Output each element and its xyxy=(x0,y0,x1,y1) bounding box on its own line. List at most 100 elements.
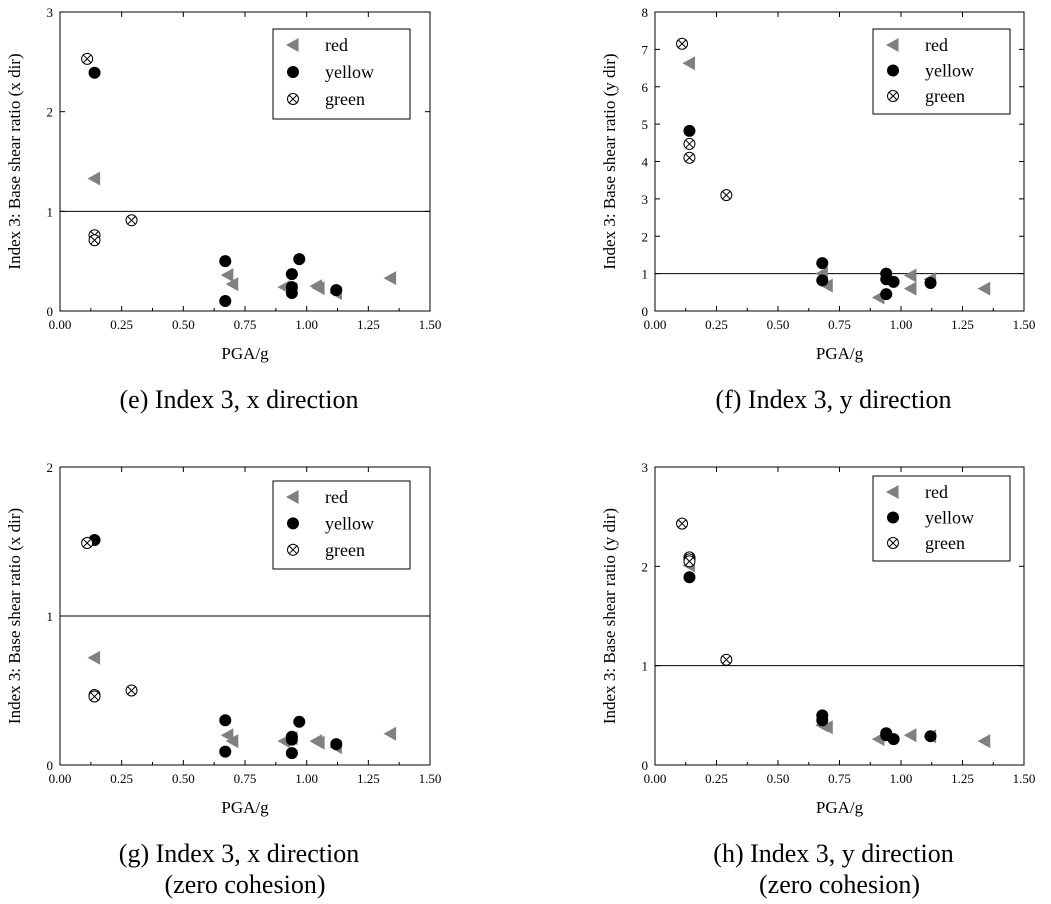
x-tick-label: 0.00 xyxy=(49,317,72,332)
y-tick-label: 7 xyxy=(642,42,649,57)
point-green xyxy=(720,189,733,202)
x-tick-label: 0.25 xyxy=(705,771,728,786)
point-yellow xyxy=(293,715,306,728)
legend-label: green xyxy=(325,540,365,560)
y-tick-label: 4 xyxy=(642,155,649,170)
marker-cross xyxy=(722,655,731,664)
x-tick-label: 0.00 xyxy=(644,317,667,332)
point-yellow xyxy=(219,745,232,758)
marker-cross xyxy=(888,91,898,101)
y-axis-label: Index 3: Base shear ratio (x dir) xyxy=(5,508,24,724)
x-tick-label: 0.50 xyxy=(767,317,790,332)
point-red xyxy=(87,650,101,665)
legend-label: yellow xyxy=(325,62,374,82)
legend-marker-red xyxy=(886,485,899,499)
marker-cross xyxy=(82,538,92,548)
x-tick-label: 1.25 xyxy=(951,317,974,332)
y-tick-label: 1 xyxy=(642,659,649,674)
x-axis-label: PGA/g xyxy=(816,798,864,817)
y-tick-label: 0 xyxy=(47,304,54,319)
marker-cross xyxy=(685,153,694,163)
marker-cross xyxy=(82,54,92,64)
point-red xyxy=(977,734,991,749)
point-red xyxy=(820,278,833,293)
point-yellow xyxy=(88,66,101,79)
point-yellow xyxy=(683,124,696,137)
point-green xyxy=(81,536,94,549)
x-tick-label: 0.75 xyxy=(234,771,257,786)
y-tick-label: 1 xyxy=(642,267,649,282)
y-tick-label: 2 xyxy=(642,229,649,244)
point-green xyxy=(676,37,689,50)
legend-label: red xyxy=(325,487,348,507)
point-yellow xyxy=(219,714,232,727)
marker-cross xyxy=(288,94,298,104)
point-red xyxy=(383,726,397,741)
y-tick-label: 8 xyxy=(642,5,649,20)
y-tick-label: 3 xyxy=(47,5,54,20)
marker-cross xyxy=(90,692,99,701)
point-yellow xyxy=(880,288,893,301)
x-tick-label: 1.50 xyxy=(1013,317,1036,332)
marker-cross xyxy=(888,538,898,548)
x-tick-label: 0.50 xyxy=(172,771,195,786)
point-red xyxy=(820,720,833,735)
y-axis-label: Index 3: Base shear ratio (y dir) xyxy=(600,53,619,269)
point-yellow xyxy=(816,274,829,287)
point-green xyxy=(125,214,138,227)
x-tick-label: 0.75 xyxy=(828,317,851,332)
panel-caption: (zero cohesion) xyxy=(165,870,326,899)
x-tick-label: 0.25 xyxy=(110,317,133,332)
point-red xyxy=(903,728,917,743)
marker-cross xyxy=(677,39,687,49)
legend-marker-yellow xyxy=(287,66,299,78)
x-tick-label: 1.50 xyxy=(419,317,442,332)
marker-cross xyxy=(677,519,687,528)
x-tick-label: 1.50 xyxy=(419,771,442,786)
panel-caption: (zero cohesion) xyxy=(759,870,920,899)
point-yellow xyxy=(293,253,306,266)
x-tick-label: 1.50 xyxy=(1013,771,1036,786)
legend-marker-green xyxy=(887,537,899,549)
point-yellow xyxy=(219,295,232,308)
point-green xyxy=(88,234,101,247)
legend-marker-yellow xyxy=(887,511,899,524)
legend-label: green xyxy=(925,533,965,553)
point-red xyxy=(977,281,991,296)
legend-label: yellow xyxy=(925,61,974,81)
y-tick-label: 1 xyxy=(47,204,54,219)
legend-marker-yellow xyxy=(287,517,299,530)
marker-cross xyxy=(685,557,694,566)
panel-0: 0.00 0.25 0.50 0.75 1.00 1.25 1.50 0 1 2 3 PGA/g Ind… xyxy=(5,5,441,414)
x-tick-label: 1.00 xyxy=(295,317,318,332)
legend-label: red xyxy=(925,35,948,55)
marker-cross xyxy=(288,545,298,555)
point-green xyxy=(81,52,94,65)
panel-2: 0.00 0.25 0.50 0.75 1.00 1.25 1.50 0 1 2 PGA/g Inde… xyxy=(5,460,441,899)
panel-1: 0.00 0.25 0.50 0.75 1.00 1.25 1.50 0 1 2 3 4 5 6 7 8 PGA… xyxy=(600,5,1035,414)
legend-marker-green xyxy=(887,90,899,102)
legend-label: green xyxy=(325,89,365,109)
y-axis-label: Index 3: Base shear ratio (x dir) xyxy=(5,53,24,269)
x-tick-label: 1.25 xyxy=(951,771,974,786)
x-tick-label: 1.25 xyxy=(357,317,380,332)
panel-caption: (h) Index 3, y direction xyxy=(713,839,953,868)
marker-cross xyxy=(90,235,99,245)
point-yellow xyxy=(924,276,937,289)
panel-caption: (e) Index 3, x direction xyxy=(120,385,359,414)
marker-cross xyxy=(127,216,136,225)
legend-marker-red xyxy=(286,490,299,504)
point-red xyxy=(225,277,239,292)
point-green xyxy=(88,690,101,703)
point-red xyxy=(312,281,325,296)
x-tick-label: 1.00 xyxy=(890,771,913,786)
point-yellow xyxy=(887,275,900,288)
y-tick-label: 3 xyxy=(642,460,649,475)
y-tick-label: 3 xyxy=(642,192,649,207)
marker-cross xyxy=(127,686,136,695)
x-axis-label: PGA/g xyxy=(816,344,864,363)
x-tick-label: 0.75 xyxy=(828,771,851,786)
point-yellow xyxy=(816,714,829,727)
x-tick-label: 0.25 xyxy=(110,771,133,786)
